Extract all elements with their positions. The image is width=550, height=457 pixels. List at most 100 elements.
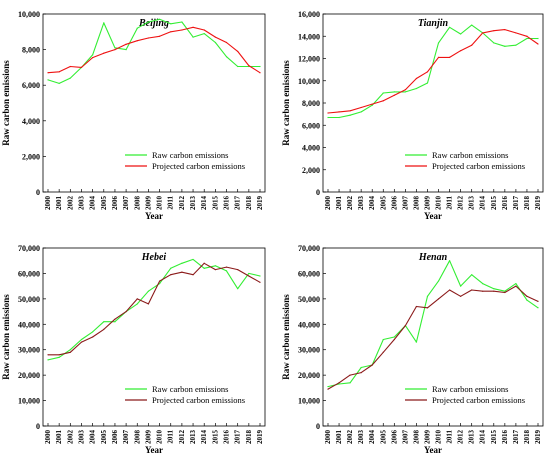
data-point: [92, 57, 94, 59]
data-point: [537, 307, 539, 309]
data-point: [526, 37, 528, 40]
x-tick-label: 2004: [89, 430, 97, 445]
x-tick-label: 2017: [234, 430, 242, 445]
data-point: [471, 289, 473, 291]
data-point: [426, 307, 429, 309]
data-point: [147, 21, 150, 23]
y-axis-label: Raw carbon emissions: [281, 60, 291, 146]
x-tick-label: 2012: [178, 430, 186, 445]
data-point: [214, 41, 216, 44]
y-tick-label: 0: [36, 422, 40, 431]
y-tick-label: 16,000: [298, 10, 320, 19]
data-point: [493, 288, 495, 290]
x-tick-label: 2010: [156, 196, 164, 211]
y-tick-label: 4,000: [22, 117, 40, 126]
data-point: [170, 267, 172, 269]
series-line-projected: [48, 262, 261, 356]
x-tick-label: 2005: [379, 196, 387, 211]
data-point: [338, 111, 340, 113]
data-point: [103, 22, 105, 24]
data-point: [147, 290, 150, 292]
x-tick-label: 2012: [457, 430, 465, 445]
data-point: [181, 262, 183, 264]
data-point: [69, 349, 71, 351]
legend-label: Projected carbon emissions: [432, 161, 525, 171]
y-tick-label: 30,000: [298, 346, 320, 355]
data-point: [136, 40, 138, 42]
series-line-projected: [327, 29, 539, 114]
x-tick-label: 2015: [211, 430, 219, 445]
data-point: [382, 100, 384, 102]
data-point: [92, 336, 94, 338]
x-tick-label: 2019: [534, 196, 542, 211]
y-tick-label: 2,000: [22, 152, 40, 161]
data-point: [47, 72, 49, 74]
y-tick-label: 2,000: [302, 166, 320, 175]
x-tick-label: 2000: [44, 430, 52, 445]
y-tick-label: 70,000: [298, 244, 320, 253]
data-point: [471, 274, 473, 276]
data-point: [47, 354, 49, 356]
data-point: [136, 298, 138, 300]
data-point: [259, 65, 261, 68]
data-point: [504, 291, 506, 294]
data-point: [158, 18, 161, 20]
data-point: [526, 299, 528, 301]
data-point: [415, 77, 418, 80]
data-point: [203, 262, 205, 264]
x-axis-label: Year: [424, 211, 442, 221]
panel-hebei: Hebei 0 10,000 20,000 30,000 40,000 50,000 60,0…: [1, 244, 266, 455]
data-point: [338, 116, 340, 119]
data-point: [47, 79, 49, 81]
x-tick-label: 2003: [77, 430, 85, 445]
data-point: [382, 351, 384, 353]
data-point: [349, 382, 351, 384]
data-point: [537, 43, 539, 45]
x-tick-label: 2015: [211, 196, 219, 211]
data-point: [259, 281, 261, 283]
data-point: [203, 32, 205, 35]
x-tick-label: 2006: [111, 196, 119, 211]
x-axis-label: Year: [145, 211, 163, 221]
x-tick-label: 2009: [144, 430, 152, 445]
data-point: [437, 42, 440, 44]
x-tick-label: 2007: [401, 430, 409, 445]
x-tick-label: 2014: [479, 430, 487, 445]
data-point: [360, 106, 362, 109]
x-tick-label: 2000: [44, 196, 52, 211]
y-tick-label: 8,000: [302, 99, 320, 108]
x-tick-label: 2014: [200, 196, 208, 211]
data-point: [192, 36, 194, 38]
data-point: [125, 310, 127, 313]
data-point: [170, 274, 172, 276]
x-tick-label: 2013: [189, 196, 197, 211]
data-point: [327, 385, 329, 388]
x-tick-label: 2016: [223, 430, 231, 445]
data-point: [327, 116, 329, 119]
data-point: [136, 27, 138, 29]
data-point: [158, 280, 161, 282]
data-point: [471, 44, 473, 46]
x-tick-label: 2003: [357, 196, 365, 211]
data-point: [426, 71, 429, 73]
x-tick-label: 2015: [490, 196, 498, 211]
x-tick-label: 2016: [501, 196, 509, 211]
y-tick-label: 70,000: [18, 244, 40, 253]
data-point: [504, 290, 506, 292]
x-tick-label: 2003: [357, 430, 365, 445]
data-point: [382, 92, 384, 94]
x-tick-label: 2011: [446, 196, 454, 210]
data-point: [448, 260, 451, 262]
data-point: [482, 32, 484, 34]
y-tick-label: 60,000: [18, 269, 40, 278]
data-point: [103, 328, 105, 330]
x-tick-label: 2014: [200, 430, 208, 445]
panel-title: Hebei: [141, 252, 167, 263]
data-point: [393, 94, 395, 96]
y-tick-label: 14,000: [298, 32, 320, 41]
panel-title: Henan: [418, 252, 448, 263]
y-tick-label: 10,000: [298, 77, 320, 86]
data-point: [504, 28, 506, 31]
x-tick-label: 2002: [346, 430, 354, 445]
x-tick-label: 2018: [245, 196, 253, 211]
